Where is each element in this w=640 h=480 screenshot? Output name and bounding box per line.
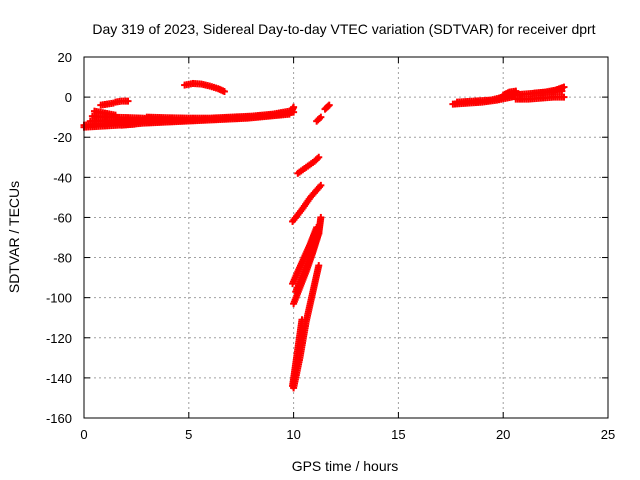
y-tick-label: 20	[58, 50, 72, 65]
data-point	[111, 111, 119, 119]
data-point	[317, 181, 325, 189]
data-segment	[111, 97, 132, 106]
data-point	[313, 223, 321, 231]
data-point	[315, 153, 323, 161]
axis-ticks: 0 5 10 15 20 25 -160 -140 -120 -100 -80 -60 -40 -20 0 2…	[46, 50, 615, 442]
y-tick-label: -60	[53, 210, 72, 225]
data-segment	[97, 99, 117, 109]
data-point	[315, 229, 323, 237]
data-point	[220, 87, 228, 95]
chart-title: Day 319 of 2023, Sidereal Day-to-day VTE…	[92, 21, 595, 37]
y-tick-label: -140	[46, 371, 72, 386]
data-points	[80, 79, 568, 392]
data-point	[317, 213, 325, 221]
x-tick-label: 10	[286, 427, 300, 442]
y-tick-label: 0	[65, 90, 72, 105]
y-tick-label: -160	[46, 411, 72, 426]
data-segment	[143, 107, 293, 122]
data-segment	[313, 113, 325, 125]
data-point	[560, 93, 568, 101]
y-tick-label: -40	[53, 170, 72, 185]
x-tick-label: 25	[601, 427, 615, 442]
y-axis-label: SDTVAR / TECUs	[6, 181, 22, 293]
data-segment	[181, 79, 228, 95]
data-segment	[512, 93, 568, 103]
y-tick-label: -20	[53, 130, 72, 145]
y-tick-label: -120	[46, 331, 72, 346]
x-tick-label: 15	[391, 427, 405, 442]
data-point	[124, 97, 132, 105]
y-tick-label: -80	[53, 251, 72, 266]
data-segment	[321, 101, 333, 113]
data-point	[560, 83, 568, 91]
data-point	[298, 316, 306, 324]
data-segment	[289, 316, 306, 390]
plot-frame	[83, 56, 609, 419]
x-tick-label: 0	[80, 427, 87, 442]
data-point	[290, 103, 298, 111]
data-point	[325, 101, 333, 109]
data-point	[315, 262, 323, 270]
data-segment	[292, 229, 323, 296]
data-point	[324, 102, 332, 110]
x-tick-label: 20	[496, 427, 510, 442]
data-segment	[289, 223, 321, 288]
data-segment	[531, 83, 568, 97]
data-segment	[288, 103, 298, 115]
data-segment	[294, 153, 323, 177]
x-axis-label: GPS time / hours	[292, 458, 399, 474]
x-tick-label: 5	[185, 427, 192, 442]
data-point	[317, 113, 325, 121]
y-tick-label: -100	[46, 291, 72, 306]
grid-lines	[84, 57, 608, 418]
data-segment	[289, 181, 325, 225]
data-segment	[90, 107, 119, 119]
